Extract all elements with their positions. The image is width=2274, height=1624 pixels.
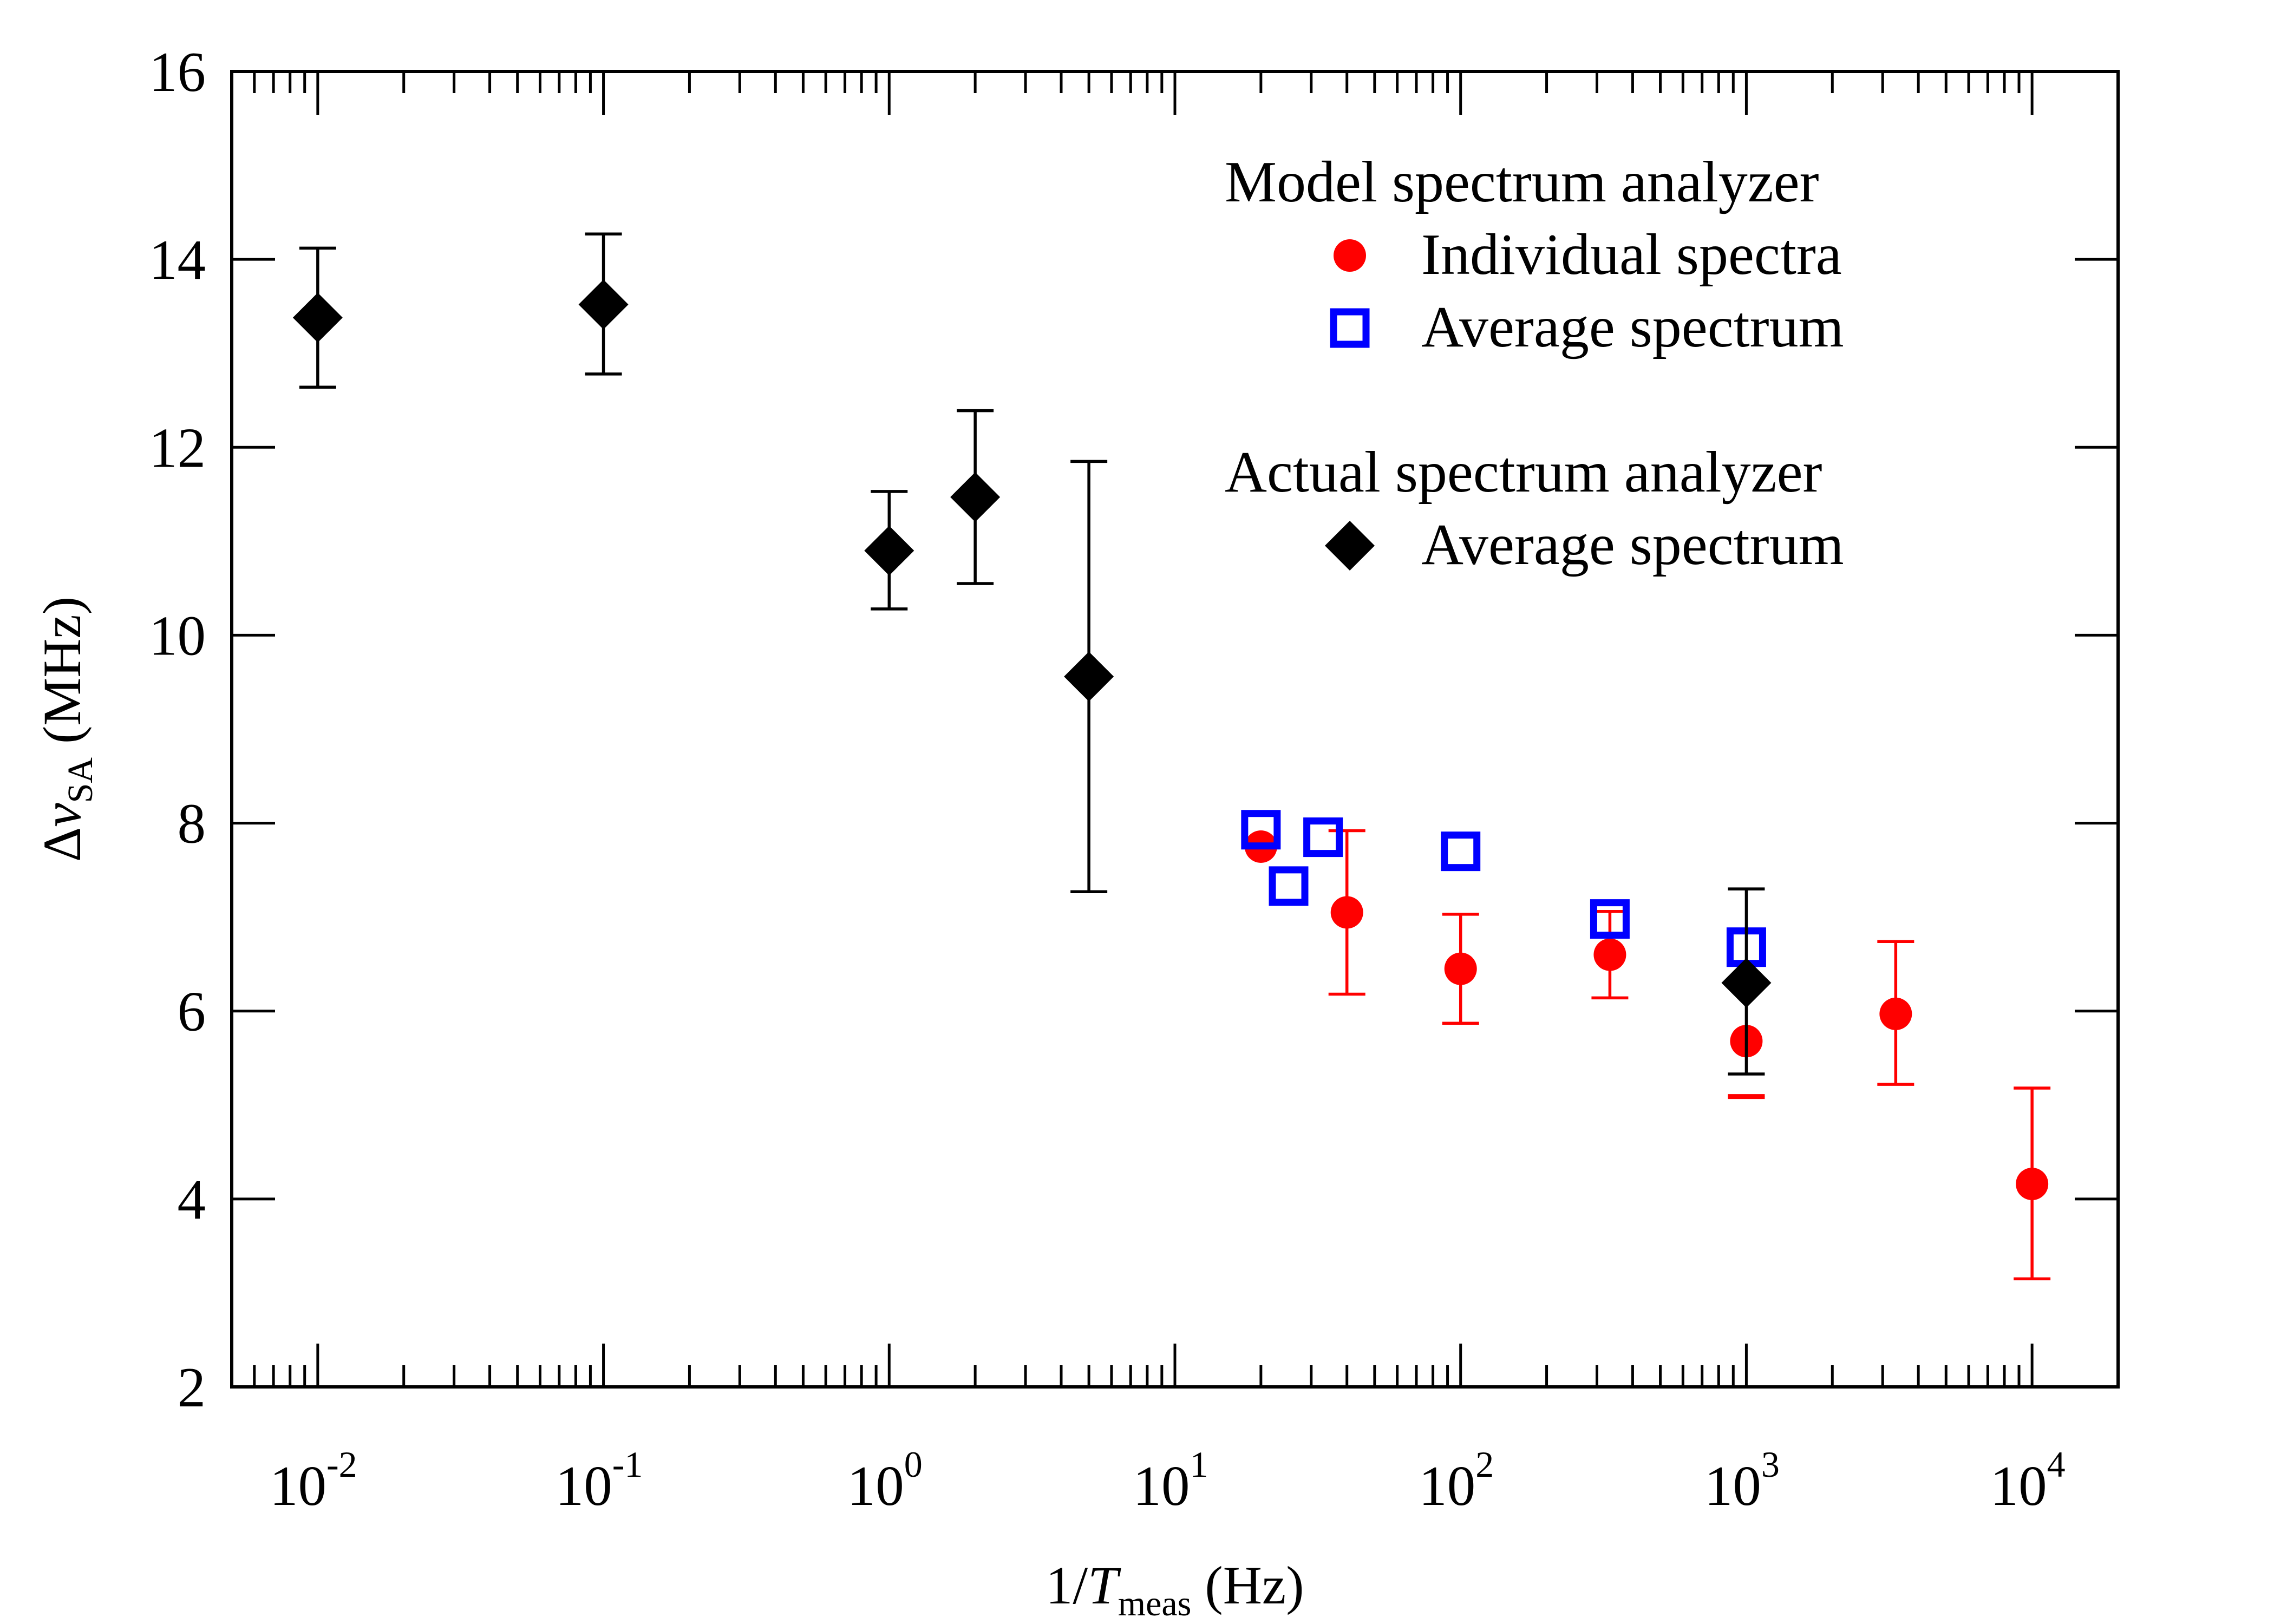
x-tick-label: 101 [1133, 1444, 1208, 1517]
y-tick-label: 16 [149, 40, 206, 103]
y-tick-label: 2 [178, 1355, 206, 1419]
data-point-diamond [864, 526, 914, 576]
data-point-circle [1879, 997, 1912, 1030]
data-point-square-open [1303, 817, 1343, 857]
y-tick-label: 12 [149, 416, 206, 479]
legend-entry-label: Average spectrum [1421, 513, 1844, 577]
x-tick-label: 104 [1990, 1444, 2066, 1517]
series-2 [292, 232, 1772, 1076]
x-tick-label: 103 [1704, 1444, 1780, 1517]
data-point-square-open [1241, 810, 1281, 850]
axis-titles: 1/Tmeas (Hz) ΔνSA (MHz) [32, 597, 1304, 1623]
y-tick-label: 10 [149, 604, 206, 667]
legend-group-title: Actual spectrum analyzer [1225, 440, 1822, 505]
data-point-diamond [1064, 651, 1114, 702]
data-point-square-open [1269, 866, 1309, 906]
y-tick-label: 6 [178, 980, 206, 1043]
y-tick-label: 4 [178, 1168, 206, 1231]
legend-marker-diamond [1325, 521, 1375, 571]
data-point-circle [1593, 938, 1626, 971]
data-point-square-open [1441, 831, 1481, 872]
y-tick-label: 8 [178, 792, 206, 855]
y-axis-title: ΔνSA (MHz) [32, 597, 100, 862]
x-axis-title: 1/Tmeas (Hz) [1045, 1555, 1304, 1623]
y-tick-label: 14 [149, 228, 206, 291]
legend-entry-label: Individual spectra [1421, 222, 1842, 287]
x-axis: 10-2 10-1 100 101 102 103 104 [230, 71, 2120, 1517]
data-point-diamond [292, 292, 343, 343]
x-tick-label: 10-2 [270, 1444, 357, 1517]
data-point-diamond [1721, 958, 1772, 1008]
y-axis: 2 4 6 8 10 12 14 16 [149, 40, 2118, 1419]
series-1 [1241, 810, 1766, 967]
data-point-circle [1444, 952, 1477, 985]
data-point-circle [1330, 896, 1363, 929]
data-point-diamond [950, 472, 1001, 522]
legend-marker-square-open [1330, 308, 1370, 348]
data-point-square-open [1590, 899, 1630, 939]
x-tick-label: 100 [847, 1444, 923, 1517]
series-0 [1244, 829, 2051, 1281]
legend-group-title: Model spectrum analyzer [1225, 150, 1819, 214]
legend: Model spectrum analyzer Actual spectrum a… [1225, 150, 1844, 577]
data-point-diamond [578, 279, 629, 330]
data-marks [292, 232, 2051, 1281]
x-tick-label: 102 [1419, 1444, 1494, 1517]
legend-entry-label: Average spectrum [1421, 295, 1844, 359]
data-point-circle [2016, 1168, 2049, 1201]
x-tick-label: 10-1 [556, 1444, 643, 1517]
legend-marker-circle [1334, 239, 1366, 272]
